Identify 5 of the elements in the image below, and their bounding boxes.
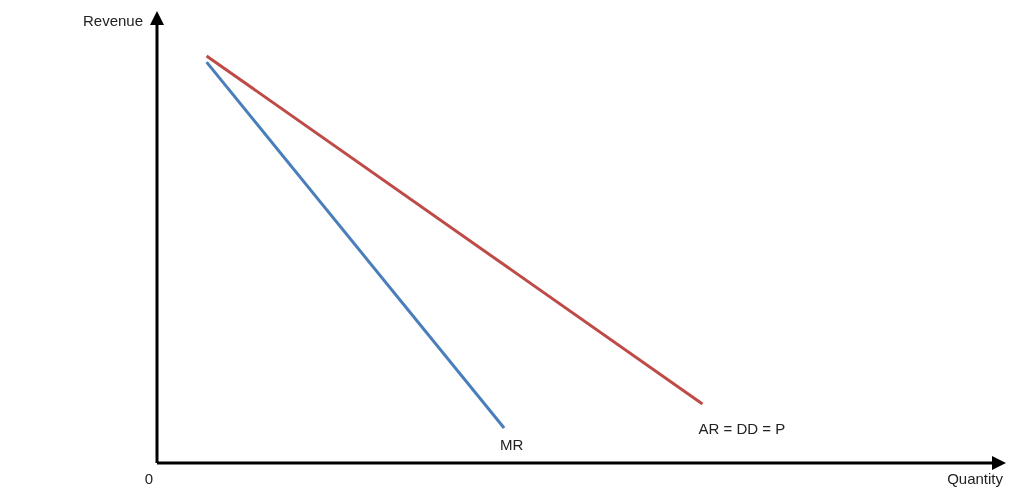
text: 0 [144, 469, 154, 487]
series-label: AR = DD = P [698, 420, 786, 438]
series-label: MR [500, 436, 524, 454]
x-axis-title: Quantity [947, 469, 1004, 487]
y-axis-title: Revenue [82, 12, 143, 30]
